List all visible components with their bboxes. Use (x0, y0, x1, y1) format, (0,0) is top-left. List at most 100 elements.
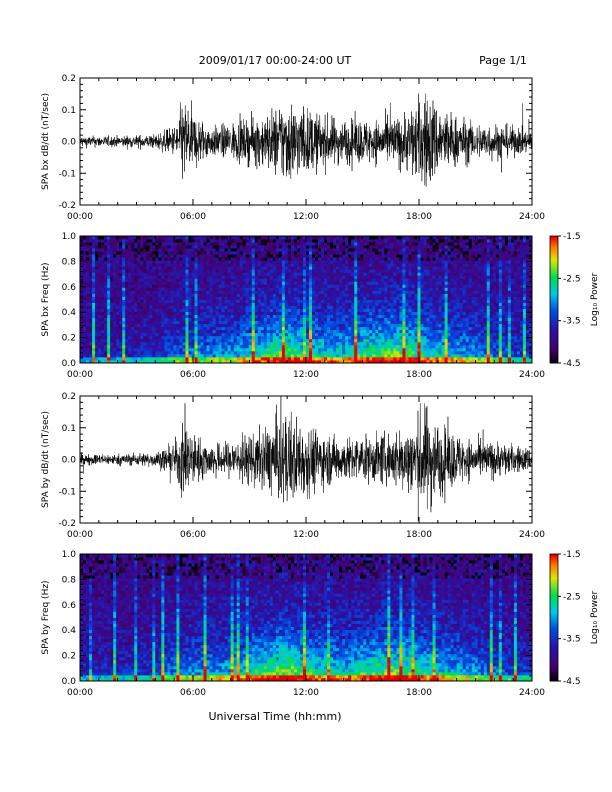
heat-cell (92, 332, 96, 337)
heat-cell (269, 260, 274, 264)
heat-cell (333, 278, 337, 282)
heat-cell (101, 293, 105, 297)
heat-cell (360, 269, 364, 273)
heat-cell (284, 341, 289, 346)
heat-cell (399, 296, 403, 300)
heat-cell (248, 347, 253, 352)
heat-cell (179, 257, 183, 261)
heat-cell (336, 347, 340, 352)
heat-cell (215, 320, 220, 325)
heat-cell (281, 236, 286, 240)
heat-cell (248, 305, 253, 309)
heat-cell (260, 332, 265, 337)
heat-cell (191, 317, 195, 322)
heat-cell (239, 260, 244, 264)
heat-cell (239, 299, 244, 303)
heat-cell (209, 251, 213, 255)
heat-cell (185, 323, 189, 328)
heat-cell (414, 242, 418, 246)
heat-cell (318, 260, 322, 264)
heat-cell (164, 260, 168, 264)
heat-cell (360, 344, 364, 349)
heat-cell (92, 335, 96, 340)
heat-cell (426, 341, 430, 346)
heat-cell (86, 296, 90, 300)
heat-cell (191, 284, 195, 288)
heat-cell (146, 347, 150, 352)
heat-cell (369, 281, 373, 285)
heat-cell (128, 272, 132, 276)
heat-cell (345, 239, 349, 243)
heat-cell (206, 332, 210, 337)
heat-cell (396, 347, 400, 352)
heat-cell (429, 359, 433, 364)
heat-cell (161, 305, 165, 309)
heat-cell (272, 326, 277, 331)
heat-cell (161, 251, 165, 255)
heat-cell (179, 344, 183, 349)
heat-cell (167, 251, 171, 255)
heat-cell (269, 272, 274, 276)
heat-cell (188, 332, 192, 337)
heat-cell (116, 314, 120, 319)
heat-cell (426, 239, 430, 243)
heat-cell (369, 299, 373, 303)
heat-cell (312, 341, 316, 346)
heat-cell (101, 266, 105, 270)
heat-cell (336, 359, 340, 364)
heat-cell (140, 353, 144, 358)
heat-cell (116, 281, 120, 285)
heat-cell (375, 296, 379, 300)
heat-cell (266, 281, 271, 285)
heat-cell (423, 272, 427, 276)
heat-cell (98, 359, 102, 364)
heat-cell (236, 275, 241, 279)
heat-cell (333, 236, 337, 240)
heat-cell (387, 245, 391, 249)
heat-cell (200, 257, 204, 261)
heat-cell (248, 239, 253, 243)
heat-cell (399, 275, 403, 279)
heat-cell (345, 302, 349, 306)
heat-cell (269, 242, 274, 246)
heat-cell (318, 338, 322, 343)
heat-cell (414, 293, 418, 297)
heat-cell (387, 299, 391, 303)
heat-cell (218, 356, 223, 361)
heat-cell (218, 341, 223, 346)
heat-cell (188, 302, 192, 306)
heat-cell (333, 353, 337, 358)
heat-cell (233, 338, 238, 343)
heat-cell (411, 290, 415, 294)
heat-cell (218, 269, 223, 273)
heat-cell (212, 314, 216, 319)
heat-cell (429, 350, 433, 355)
heat-cell (137, 248, 141, 252)
heat-cell (179, 290, 183, 294)
heat-cell (131, 257, 135, 261)
heat-cell (200, 359, 204, 364)
heat-cell (405, 323, 409, 328)
heat-cell (113, 356, 117, 361)
heat-cell (351, 302, 355, 306)
heat-cell (263, 299, 268, 303)
heat-cell (104, 257, 108, 261)
heat-cell (348, 236, 352, 240)
heat-cell (170, 326, 174, 331)
heat-cell (134, 302, 138, 306)
heat-cell (107, 353, 111, 358)
heat-cell (369, 284, 373, 288)
heat-cell (357, 314, 361, 319)
heat-cell (318, 281, 322, 285)
heat-cell (296, 311, 301, 316)
heat-cell (83, 257, 87, 261)
heat-cell (197, 257, 201, 261)
heat-cell (92, 287, 96, 291)
heat-cell (330, 320, 334, 325)
heat-cell (80, 323, 84, 328)
heat-cell (248, 302, 253, 306)
heat-cell (378, 284, 382, 288)
heat-cell (306, 314, 310, 319)
heat-cell (140, 329, 144, 334)
heat-cell (342, 281, 346, 285)
